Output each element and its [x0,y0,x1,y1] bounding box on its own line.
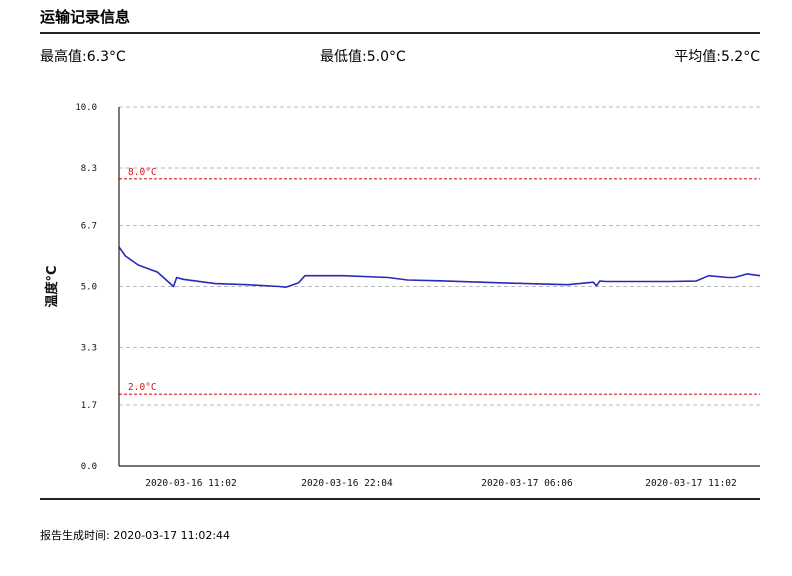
header-divider [40,32,760,34]
y-tick-label: 0.0 [81,462,97,472]
series-layer [118,246,761,288]
y-tick-label: 8.3 [81,164,97,174]
report-time: 报告生成时间: 2020-03-17 11:02:44 [40,529,231,542]
limit-label: 2.0°C [128,382,157,393]
x-tick-label: 2020-03-17 06:06 [481,478,573,489]
limit-label: 8.0°C [128,167,157,178]
grid-lines [119,106,760,406]
x-tick-label: 2020-03-16 22:04 [301,478,393,489]
temperature-series-line [118,246,761,288]
temperature-chart: 8.0°C 2.0°C 10.0 8.3 6.7 5.0 3.3 1.7 0.0 2020-0… [44,103,761,489]
x-tick-label: 2020-03-16 11:02 [145,478,237,489]
footer-divider [40,498,760,500]
min-value-stat: 最低值:5.0°C [320,49,406,65]
axes [118,107,760,467]
y-tick-labels: 10.0 8.3 6.7 5.0 3.3 1.7 0.0 [75,103,97,472]
y-tick-label: 3.3 [81,344,97,354]
y-tick-label: 6.7 [81,221,97,231]
avg-value-stat: 平均值:5.2°C [674,49,760,65]
x-tick-label: 2020-03-17 11:02 [645,478,737,489]
y-tick-label: 5.0 [81,283,97,293]
y-axis-label: 温度°C [44,265,60,307]
page-title: 运输记录信息 [40,8,131,26]
x-tick-labels: 2020-03-16 11:02 2020-03-16 22:04 2020-03-… [145,478,737,489]
limit-lines: 8.0°C 2.0°C [119,167,760,395]
y-tick-label: 1.7 [81,401,97,411]
max-value-stat: 最高值:6.3°C [40,49,126,65]
y-tick-label: 10.0 [75,103,97,113]
